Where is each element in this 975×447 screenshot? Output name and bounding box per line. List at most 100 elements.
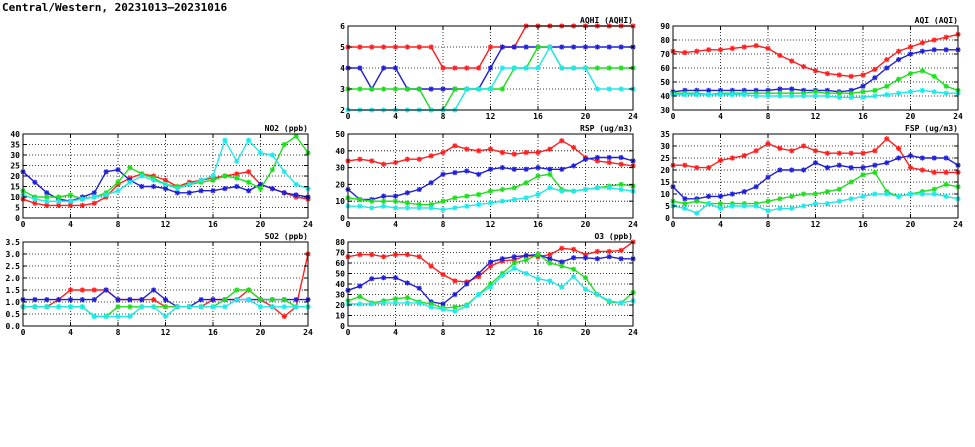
x-tick-label: 20 [581,328,591,337]
x-tick-label: 20 [581,112,591,121]
data-point [357,294,363,300]
data-point [476,191,482,198]
y-tick-label: 15 [660,178,670,187]
data-point [210,173,216,179]
data-point [741,92,747,98]
data-point [234,175,240,181]
x-tick-label: 0 [21,328,26,337]
data-point [824,201,830,207]
x-tick-label: 16 [858,112,868,121]
x-tick-label: 4 [718,220,723,229]
data-point [931,191,937,197]
data-point [416,205,422,211]
data-point [162,313,169,319]
data-point [896,193,902,199]
data-point [559,44,565,50]
data-point [907,89,914,95]
data-point [741,203,747,209]
data-point [777,196,783,202]
data-point [222,297,228,303]
data-point [115,313,121,319]
x-tick-label: 20 [581,220,591,229]
data-point [257,304,264,310]
data-point [222,137,228,143]
data-point [139,297,145,303]
data-point [511,65,517,71]
y-tick-label: 80 [335,238,345,247]
data-point [404,86,410,92]
data-point [872,191,878,197]
data-point [115,188,121,194]
chart-rsp: 0 4 8 12 16 20 24 0 10 20 30 40 50 RSP (ug/m3) [335,124,638,229]
series-line-1 [347,139,634,167]
data-point [452,278,458,284]
y-tick-label: 30 [335,291,345,300]
x-tick-label: 24 [628,328,638,337]
data-point [91,194,97,200]
data-point [499,149,505,156]
data-point [559,166,565,172]
data-point [848,94,854,100]
chart-title: AQI (AQI) [915,16,958,25]
data-point [559,65,565,71]
data-point [594,185,600,191]
data-point [428,263,434,269]
data-point [836,72,842,78]
data-point [606,86,612,92]
data-point [582,286,589,292]
data-point [523,65,529,71]
data-point [606,248,612,255]
data-point [198,297,204,303]
x-tick-label: 24 [628,112,638,121]
data-point [357,283,363,289]
data-point [428,153,434,159]
data-point [571,144,577,151]
x-tick-label: 12 [486,328,496,337]
data-point [79,202,85,208]
data-point [464,193,470,199]
x-tick-label: 20 [256,220,266,229]
data-point [151,287,157,293]
data-point [198,304,204,310]
data-point [404,205,410,211]
data-point [618,256,624,262]
data-point [151,177,157,183]
data-point [896,76,902,82]
data-point [476,86,482,92]
data-point [234,183,240,190]
data-point [559,138,565,144]
data-point [594,65,600,71]
data-point [860,94,866,100]
data-point [812,191,819,197]
data-point [765,198,771,204]
data-point [127,165,133,171]
data-point [222,186,228,192]
data-point [943,181,949,187]
data-point [801,64,807,70]
data-point [789,193,795,199]
data-point [369,205,375,211]
data-point [582,44,589,50]
data-point [222,304,228,310]
data-point [907,51,914,57]
data-point [931,89,937,95]
data-point [67,287,74,293]
data-point [812,160,819,166]
x-tick-label: 16 [533,220,543,229]
data-point [381,254,387,260]
data-point [618,161,624,167]
data-point [753,148,759,154]
data-point [547,260,553,266]
data-point [523,149,529,156]
y-tick-label: 40 [335,147,345,156]
data-point [884,83,890,89]
data-point [404,190,410,196]
data-point [487,146,494,152]
data-point [618,65,624,71]
data-point [571,255,577,261]
data-point [511,265,517,271]
data-point [836,162,842,168]
data-point [943,155,949,161]
